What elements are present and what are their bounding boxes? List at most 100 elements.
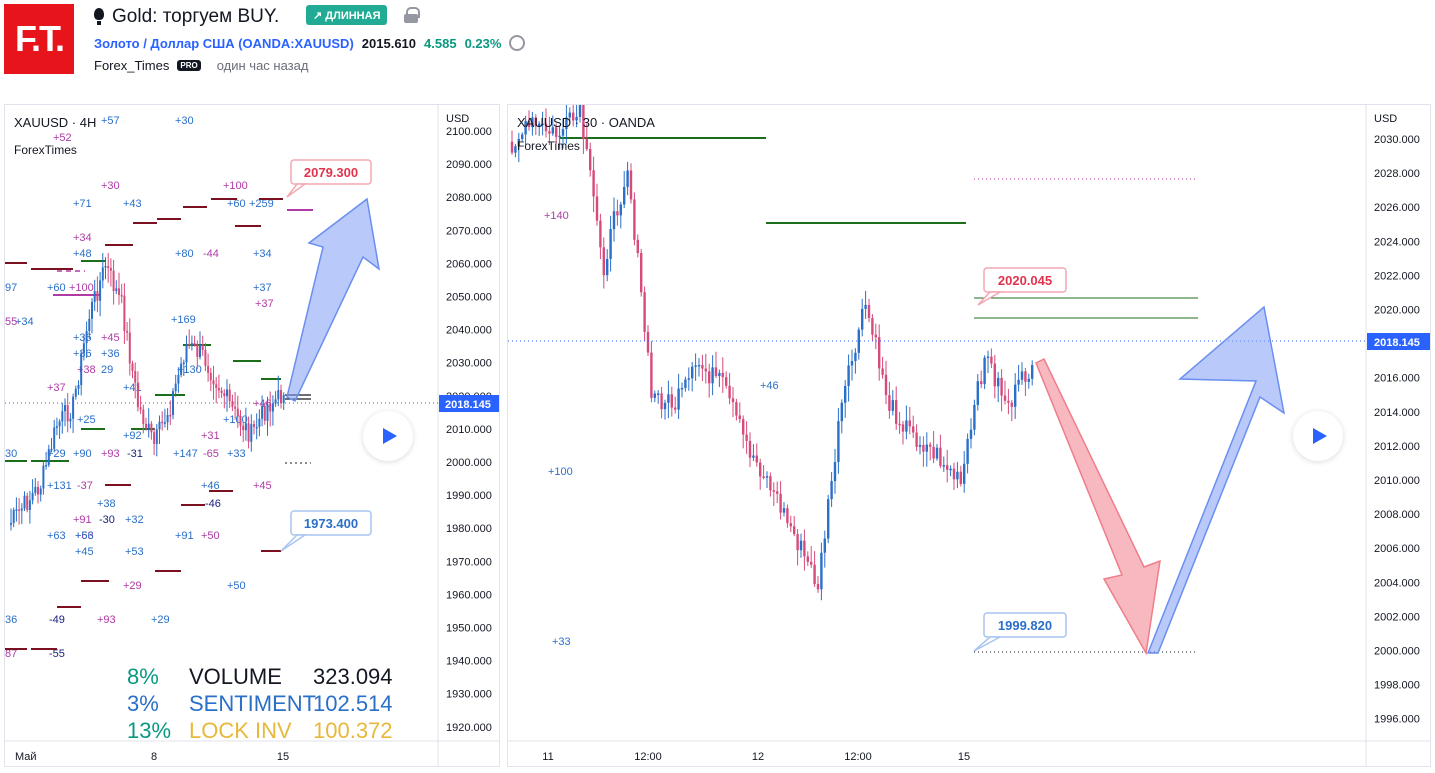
candle-body [201,345,204,350]
price-tick-label: 2060.000 [446,258,492,270]
stats-row: 8% VOLUME 323.094 [127,663,393,690]
price-tick-label: 2100.000 [446,126,492,138]
volume-annotation: +48 [73,248,92,260]
left-play-button[interactable] [363,411,413,461]
candle-body [925,444,928,452]
volume-annotation: +32 [125,514,144,526]
candle-body [37,486,39,495]
candle-body [177,374,180,384]
candle-body [247,423,250,442]
right-play-button[interactable] [1293,411,1343,461]
price-tick-label: 2010.000 [446,424,492,436]
candle-body [28,500,31,511]
idea-header: F.T. Gold: торгуем BUY. ↗ ДЛИННАЯ Золото… [0,0,1435,100]
stop-price-box [983,612,1067,638]
author-name[interactable]: Forex_Times [94,58,170,73]
stats-row: 13% LOCK INV 100.372 [127,717,393,744]
candle-body [145,424,147,429]
right-chart-canvas[interactable]: USD 2030.000 2028.000 2026.000 2024.000 2022.… [508,105,1431,767]
candle-body [572,112,575,121]
volume-annotation: +53 [125,546,144,558]
candle-body [69,418,72,422]
candle-body [844,385,847,403]
candle-body [946,465,949,470]
candle-body [558,135,561,138]
candle-body [793,526,796,535]
author-line: Forex_Times PRO один час назад [94,58,308,73]
candle-body [680,387,684,390]
candle-body [91,301,93,319]
candle-body [261,405,264,419]
candle-body [253,424,255,427]
candle-body [660,393,663,410]
candle-body [64,405,66,412]
candle-body [959,471,962,484]
candle-body [643,292,646,332]
candle-body [527,120,531,128]
candle-body [55,426,58,428]
stat-value: 323.094 [313,664,393,689]
stop-price-label: 1973.400 [304,516,358,531]
time-tick-label: 15 [958,751,970,763]
candle-body [31,493,34,501]
candle-body [663,402,667,410]
candle-body [776,491,779,494]
candle-body [215,384,218,388]
time-tick-label: 12 [752,751,764,763]
candle-body [1003,395,1007,401]
candle-body [799,540,803,551]
stat-label: SENTIMENT [189,691,317,716]
candle-body [514,146,517,153]
candle-body [1014,384,1017,407]
volume-annotation: -31 [127,448,143,460]
candle-body [748,440,752,458]
candle-body [963,463,966,484]
volume-annotation: -55 [49,648,65,660]
candle-body [867,304,871,319]
right-chart-panel[interactable]: USD 2030.000 2028.000 2026.000 2024.000 2022.… [507,104,1431,767]
volume-annotation: 36 [5,614,17,626]
candle-body [810,561,813,565]
volume-annotation: +100 [223,414,248,426]
volume-annotation: +60 [47,282,66,294]
price-tick-label: 2020.000 [1374,305,1420,317]
price-tick-label: 2000.000 [446,457,492,469]
candle-body [161,421,164,424]
author-logo[interactable]: F.T. [4,4,74,74]
alarm-clock-icon[interactable] [509,35,526,51]
candle-body [123,295,126,332]
lightbulb-icon [94,8,104,26]
price-tick-label: 1940.000 [446,656,492,668]
volume-annotation: +46 [760,380,779,392]
play-icon [383,428,397,444]
volume-annotation: -49 [49,614,65,626]
candle-body [53,427,56,449]
candle-body [521,134,524,139]
candle-body [874,334,877,338]
play-icon [1313,428,1327,444]
price-tick-label: 2000.000 [1374,646,1420,658]
candle-body [691,366,694,379]
candle-body [263,405,266,421]
volume-annotation: 30 [5,448,17,460]
stat-label: VOLUME [189,664,282,689]
volume-annotation: 97 [5,282,17,294]
right-chart-title: XAUUSD · 30 · OANDA [517,115,655,130]
candle-body [929,444,932,447]
currency-label: USD [446,113,469,125]
volume-annotation: +43 [123,198,142,210]
candle-body [697,364,701,367]
price-tick-label: 2022.000 [1374,270,1420,282]
target-box-pointer [286,183,308,198]
stat-pct: 3% [127,691,159,716]
symbol-link[interactable]: Золото / Доллар США (OANDA:XAUUSD) [94,35,354,51]
candle-body [39,488,42,495]
candle-body [956,471,959,480]
candle-body [12,509,15,524]
published-time: один час назад [216,58,309,73]
candle-body [1000,377,1003,396]
left-chart-panel[interactable]: USD 2100.000 2090.000 2080.000 2070.000 2060.… [4,104,500,767]
volume-annotation: +92 [123,430,142,442]
candle-body [711,367,714,384]
